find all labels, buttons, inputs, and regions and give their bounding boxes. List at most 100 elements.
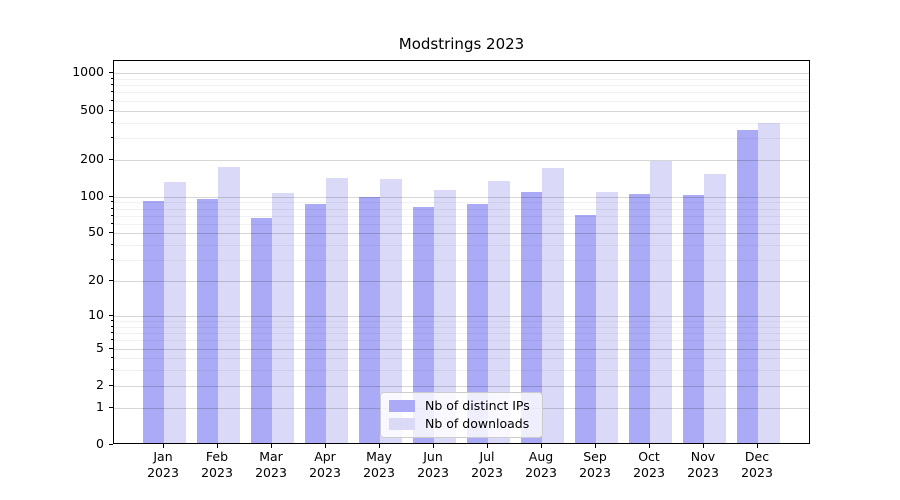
x-tick-month: Dec <box>744 449 770 464</box>
bars-layer <box>114 61 809 443</box>
x-tick-label-jul: Jul 2023 <box>455 449 519 481</box>
y-tick-label: 500 <box>80 101 104 117</box>
y-tick-mark <box>109 232 113 234</box>
x-tick-year: 2023 <box>633 465 665 480</box>
x-tick-month: Feb <box>205 449 229 464</box>
y-minor-tick-mark <box>111 259 113 261</box>
bar-downloads-sep <box>596 192 618 443</box>
bar-distinct-ips-aug <box>520 191 542 443</box>
x-tick-month: Jun <box>423 449 443 464</box>
bar-distinct-ips-jan <box>142 200 164 443</box>
y-minor-tick-mark <box>111 320 113 322</box>
bar-downloads-aug <box>542 167 564 443</box>
bar-downloads-oct <box>650 161 672 443</box>
y-tick-mark <box>109 280 113 282</box>
legend: Nb of distinct IPs Nb of downloads <box>380 392 543 438</box>
legend-swatch-distinct-ips <box>389 400 415 412</box>
bar-distinct-ips-nov <box>682 194 704 443</box>
bar-distinct-ips-jun <box>412 207 434 443</box>
x-tick-year: 2023 <box>417 465 449 480</box>
legend-swatch-downloads <box>389 418 415 430</box>
legend-item-downloads: Nb of downloads <box>389 417 530 431</box>
x-tick-mark <box>757 444 758 448</box>
x-tick-month: Oct <box>638 449 660 464</box>
bar-distinct-ips-feb <box>196 198 218 443</box>
y-minor-tick-mark <box>111 84 113 86</box>
y-minor-tick-mark <box>111 99 113 101</box>
bar-downloads-jan <box>164 181 186 443</box>
x-tick-year: 2023 <box>255 465 287 480</box>
x-tick-month: Mar <box>259 449 283 464</box>
x-tick-mark <box>217 444 218 448</box>
bar-downloads-dec <box>758 122 780 443</box>
y-minor-tick-mark <box>111 121 113 123</box>
y-tick-mark <box>109 444 113 445</box>
y-tick-mark <box>109 195 113 197</box>
bar-downloads-may <box>380 179 402 443</box>
x-tick-month: Nov <box>690 449 716 464</box>
y-tick-label: 2 <box>96 376 104 392</box>
x-tick-mark <box>325 444 326 448</box>
x-tick-mark <box>163 444 164 448</box>
y-minor-tick-mark <box>111 332 113 334</box>
x-tick-label-sep: Sep 2023 <box>563 449 627 481</box>
x-tick-month: Jul <box>479 449 495 464</box>
x-tick-month: Sep <box>583 449 607 464</box>
y-tick-label: 10 <box>88 307 104 322</box>
bar-downloads-feb <box>218 166 240 443</box>
y-minor-tick-mark <box>111 244 113 246</box>
bar-downloads-jun <box>434 189 456 443</box>
y-minor-tick-mark <box>111 357 113 359</box>
y-minor-tick-mark <box>111 369 113 371</box>
y-tick-label: 20 <box>88 272 104 288</box>
y-tick-label: 1 <box>96 398 104 414</box>
y-minor-tick-mark <box>111 214 113 216</box>
x-tick-year: 2023 <box>687 465 719 480</box>
y-minor-tick-mark <box>111 91 113 93</box>
y-tick-label: 50 <box>88 224 104 240</box>
y-tick-mark <box>109 158 113 160</box>
x-tick-label-aug: Aug 2023 <box>509 449 573 481</box>
y-tick-mark <box>109 406 113 408</box>
y-tick-mark <box>109 347 113 349</box>
x-tick-mark <box>595 444 596 448</box>
y-tick-mark <box>109 384 113 386</box>
x-tick-label-dec: Dec 2023 <box>725 449 789 481</box>
y-tick-mark <box>109 109 113 111</box>
y-tick-label: 200 <box>80 150 104 166</box>
x-tick-label-oct: Oct 2023 <box>617 449 681 481</box>
bar-distinct-ips-sep <box>574 215 596 443</box>
x-tick-label-feb: Feb 2023 <box>185 449 249 481</box>
legend-label-downloads: Nb of downloads <box>425 416 530 431</box>
bar-downloads-apr <box>326 178 348 443</box>
x-tick-label-jan: Jan 2023 <box>131 449 195 481</box>
x-tick-month: May <box>366 449 392 464</box>
y-tick-mark <box>109 72 113 74</box>
y-minor-tick-mark <box>111 136 113 138</box>
x-tick-mark <box>433 444 434 448</box>
x-tick-month: Apr <box>314 449 336 464</box>
y-minor-tick-mark <box>111 325 113 327</box>
x-tick-mark <box>487 444 488 448</box>
bar-downloads-jul <box>488 180 510 443</box>
x-tick-mark <box>541 444 542 448</box>
x-tick-year: 2023 <box>579 465 611 480</box>
y-tick-label: 0 <box>96 436 104 451</box>
x-tick-year: 2023 <box>147 465 179 480</box>
y-tick-mark <box>109 315 113 316</box>
legend-item-distinct-ips: Nb of distinct IPs <box>389 399 530 413</box>
legend-label-distinct-ips: Nb of distinct IPs <box>425 398 530 413</box>
x-tick-mark <box>379 444 380 448</box>
bar-distinct-ips-jul <box>466 203 488 443</box>
x-tick-mark <box>703 444 704 448</box>
y-minor-tick-mark <box>111 222 113 224</box>
bar-distinct-ips-apr <box>304 203 326 443</box>
x-tick-year: 2023 <box>525 465 557 480</box>
x-tick-year: 2023 <box>471 465 503 480</box>
bar-downloads-mar <box>272 192 294 443</box>
bar-distinct-ips-dec <box>736 129 758 443</box>
x-tick-year: 2023 <box>309 465 341 480</box>
y-minor-tick-mark <box>111 339 113 341</box>
x-tick-label-mar: Mar 2023 <box>239 449 303 481</box>
